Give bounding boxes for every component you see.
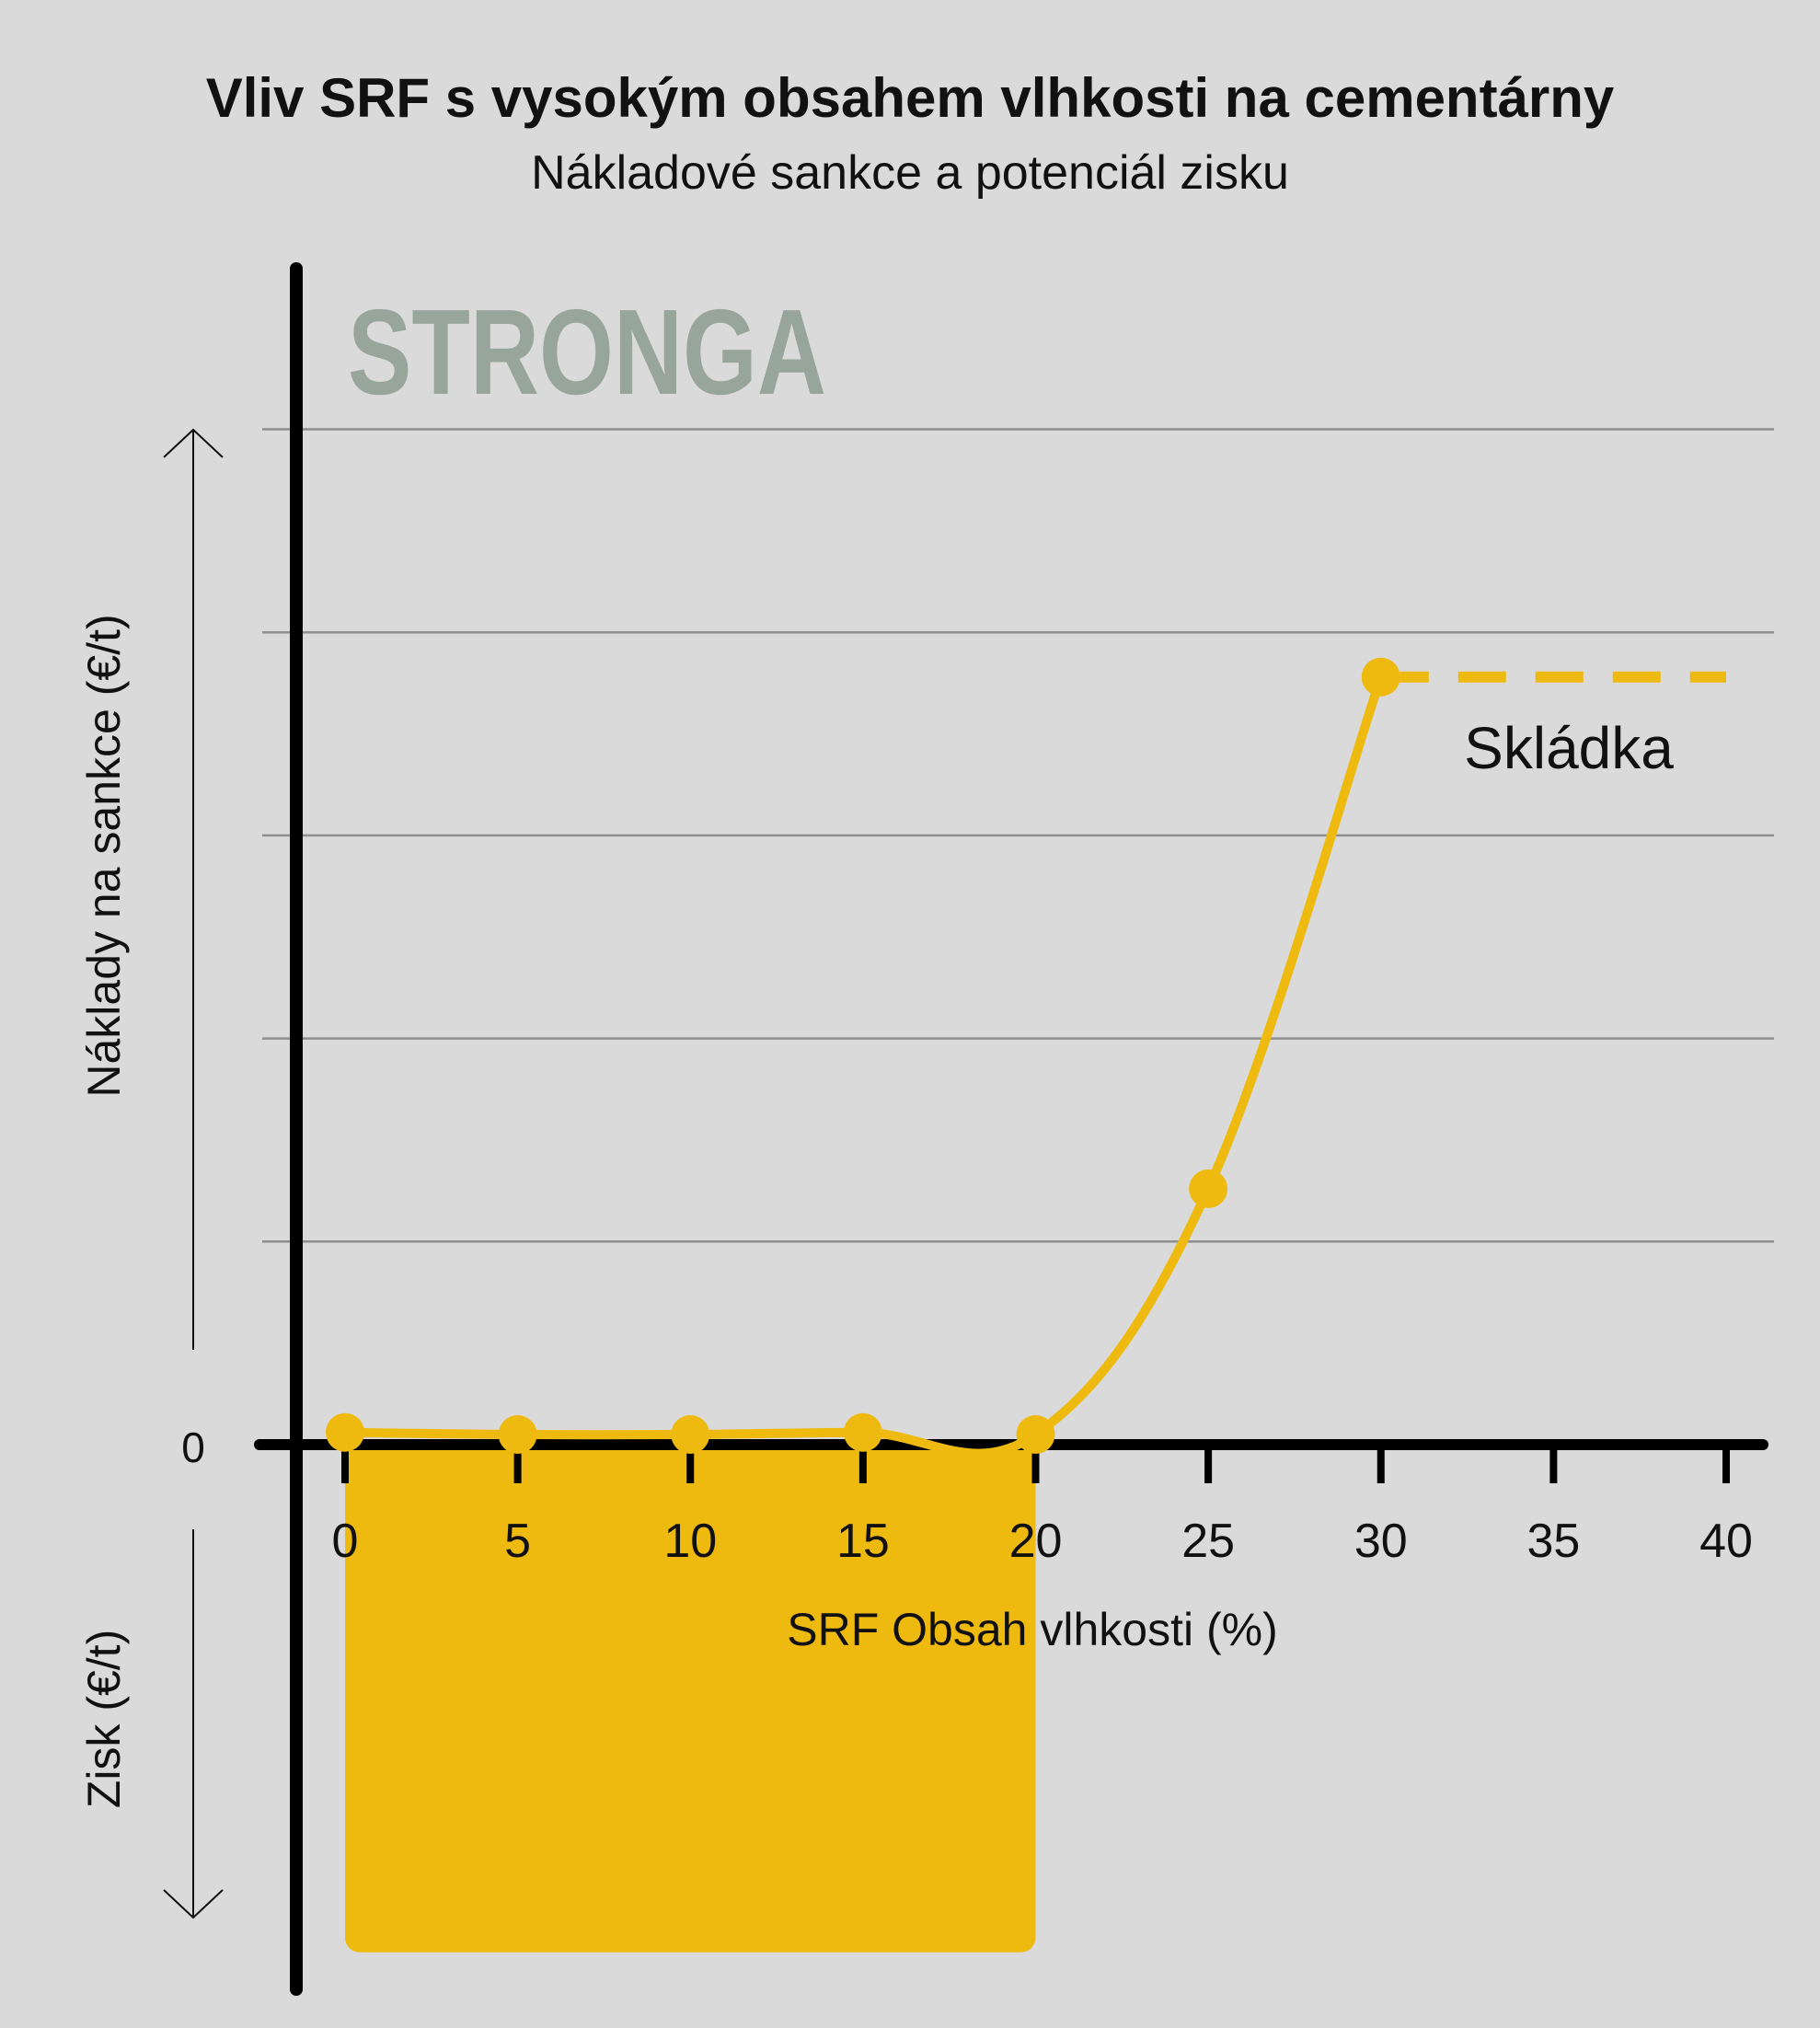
x-tick-label: 0 <box>332 1515 359 1568</box>
profit-area <box>345 1445 1036 1953</box>
y-axis-title-profit: Zisk (€/t) <box>78 1630 130 1808</box>
profit-arrow-head <box>163 1889 224 1919</box>
y-zero-label: 0 <box>181 1423 205 1471</box>
x-tick-label: 20 <box>1009 1515 1063 1568</box>
data-point <box>843 1412 882 1452</box>
x-tick-label: 40 <box>1699 1515 1753 1568</box>
data-point <box>498 1414 537 1454</box>
gridlines <box>262 428 1774 1243</box>
data-point <box>671 1414 710 1454</box>
data-point <box>1189 1169 1228 1208</box>
labels: 0 5 10 15 20 25 30 35 40 0 SRF Obsah vlhkosti (%) N… <box>78 614 1753 1808</box>
x-tick-label: 35 <box>1526 1515 1580 1568</box>
brand-logo: STRONGA <box>348 284 826 420</box>
y-axis-title-cost: Náklady na sankce (€/t) <box>78 614 130 1097</box>
x-tick-label: 25 <box>1181 1515 1235 1568</box>
x-tick-label: 15 <box>836 1515 890 1568</box>
x-tick-label: 5 <box>504 1515 531 1568</box>
chart-title: Vliv SRF s vysokým obsahem vlhkosti na c… <box>206 67 1615 129</box>
series-line <box>340 672 1386 1458</box>
x-axis-title: SRF Obsah vlhkosti (%) <box>787 1604 1277 1655</box>
x-tick-label: 30 <box>1354 1515 1408 1568</box>
x-tick-label: 10 <box>663 1515 717 1568</box>
series-layer <box>326 657 1726 1458</box>
data-point <box>1016 1414 1055 1454</box>
data-point <box>326 1412 364 1452</box>
extension-label: Skládka <box>1464 715 1674 781</box>
profit-area-layer <box>345 1445 1036 1953</box>
chart-subtitle: Nákladové sankce a potenciál zisku <box>531 146 1289 200</box>
cost-arrow-head <box>163 428 224 458</box>
data-point <box>1361 657 1400 697</box>
